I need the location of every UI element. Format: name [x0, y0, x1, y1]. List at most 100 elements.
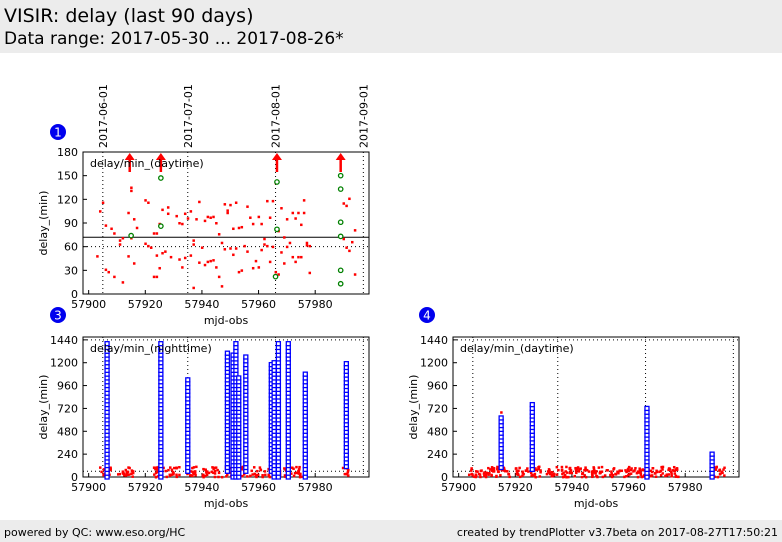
red-point [191, 466, 194, 470]
red-point [626, 469, 630, 473]
red-point [268, 260, 272, 264]
red-point [667, 473, 671, 476]
footer-credit: powered by QC: www.eso.org/HC [4, 526, 186, 539]
red-point [290, 472, 293, 475]
red-point [155, 466, 159, 469]
red-point [153, 466, 156, 470]
red-point [132, 262, 136, 265]
red-point [346, 469, 350, 472]
red-point [209, 216, 212, 219]
red-point [109, 466, 112, 469]
y-axis-label: delay_(min) [37, 375, 50, 440]
red-point [651, 467, 655, 470]
red-point [283, 474, 287, 477]
red-point [172, 473, 175, 476]
blue-point [243, 354, 249, 360]
red-point [192, 243, 195, 246]
red-point [280, 251, 283, 254]
red-point [348, 249, 351, 253]
red-point [210, 470, 213, 474]
red-point [722, 468, 725, 471]
x-tick-label: 57920 [498, 481, 533, 494]
red-point [155, 254, 159, 257]
red-point [223, 203, 227, 206]
red-point [539, 471, 542, 474]
red-point [167, 468, 170, 472]
red-point [293, 471, 297, 475]
red-point [130, 472, 133, 476]
red-point [113, 232, 116, 235]
x-tick-label: 57980 [298, 298, 333, 311]
red-point [665, 474, 669, 477]
red-point [291, 255, 295, 259]
y-tick-label: 960 [57, 380, 78, 393]
plot-title: delay/min_(daytime) [90, 157, 204, 170]
plot-frame [82, 151, 370, 295]
red-point [610, 470, 613, 473]
red-point [266, 199, 269, 203]
red-point [186, 472, 189, 476]
green-point [274, 226, 280, 233]
y-tick-label: 1200 [50, 357, 78, 370]
red-point [583, 474, 586, 477]
red-point [351, 240, 354, 244]
red-point [654, 475, 658, 478]
red-point [223, 248, 227, 251]
red-point [164, 469, 167, 473]
red-point [213, 475, 217, 479]
y-tick-label: 60 [64, 241, 78, 254]
red-point [353, 273, 357, 276]
x-tick-label: 57900 [71, 481, 106, 494]
red-point [470, 472, 474, 476]
red-point [479, 475, 482, 479]
blue-point [236, 375, 242, 381]
red-point [130, 186, 133, 189]
red-point [121, 471, 125, 475]
red-point [130, 189, 133, 193]
red-point [495, 475, 498, 479]
red-point [161, 251, 164, 255]
red-point [673, 472, 677, 475]
red-point [188, 474, 192, 477]
red-point [547, 471, 551, 474]
y-tick-label: 30 [64, 264, 78, 277]
red-point [295, 471, 299, 475]
red-point [564, 470, 567, 473]
red-point [675, 467, 679, 470]
x-tick-label: 57940 [184, 298, 219, 311]
red-point [207, 471, 211, 475]
red-point [308, 244, 312, 248]
blue-point [275, 341, 282, 347]
red-point [502, 469, 506, 472]
red-point [202, 475, 205, 479]
red-point [650, 470, 654, 474]
x-tick-label: 57920 [128, 298, 163, 311]
red-point [241, 474, 244, 478]
red-point [209, 259, 212, 263]
red-point [100, 470, 103, 474]
red-point [192, 239, 195, 242]
red-point [178, 258, 181, 261]
red-point [342, 202, 346, 205]
x-tick-label: 57900 [441, 481, 476, 494]
red-point [298, 474, 302, 477]
plot-badge [419, 307, 435, 323]
red-point [565, 471, 569, 474]
red-point [118, 243, 122, 246]
y-tick-label: 240 [57, 448, 78, 461]
red-point [155, 275, 159, 279]
red-point [189, 254, 193, 257]
x-tick-label: 57940 [554, 481, 589, 494]
red-point [175, 214, 178, 218]
red-point [161, 208, 164, 212]
red-point [211, 466, 214, 469]
red-point [488, 471, 491, 475]
red-point [243, 473, 246, 476]
red-point [280, 207, 283, 210]
red-point [470, 469, 473, 472]
red-point [467, 473, 471, 477]
red-point [169, 466, 172, 469]
red-point [268, 216, 272, 219]
red-point [670, 472, 673, 476]
blue-point [185, 377, 191, 383]
